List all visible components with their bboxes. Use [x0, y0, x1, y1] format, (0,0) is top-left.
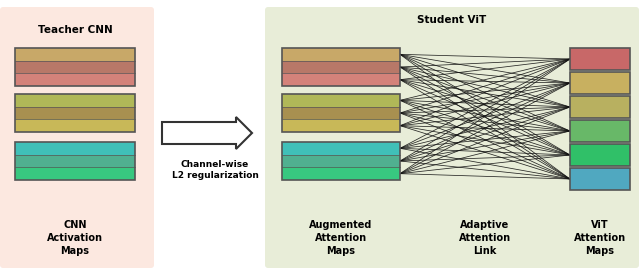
Bar	[15, 142, 135, 155]
Bar	[282, 119, 400, 132]
Bar	[282, 48, 400, 86]
Text: CNN
Activation
Maps: CNN Activation Maps	[47, 220, 103, 256]
Bar	[282, 107, 400, 119]
Bar	[282, 167, 400, 180]
Text: Student ViT: Student ViT	[417, 15, 486, 25]
Bar	[570, 48, 630, 70]
Text: Augmented
Attention
Maps: Augmented Attention Maps	[309, 220, 372, 256]
Bar	[570, 168, 630, 190]
Bar	[15, 142, 135, 180]
Bar	[282, 48, 400, 61]
Bar	[570, 144, 630, 166]
FancyArrow shape	[162, 117, 252, 149]
Bar	[570, 72, 630, 94]
Bar	[15, 73, 135, 86]
Bar	[15, 48, 135, 61]
Bar	[15, 155, 135, 167]
FancyBboxPatch shape	[0, 7, 154, 268]
Bar	[15, 61, 135, 73]
Bar	[15, 119, 135, 132]
Text: Teacher CNN: Teacher CNN	[38, 25, 113, 35]
Bar	[15, 94, 135, 132]
Text: Channel-wise
L2 regularization: Channel-wise L2 regularization	[172, 160, 259, 180]
Text: ViT
Attention
Maps: ViT Attention Maps	[574, 220, 626, 256]
Text: Adaptive
Attention
Link: Adaptive Attention Link	[459, 220, 511, 256]
Bar	[282, 142, 400, 155]
Bar	[15, 107, 135, 119]
Bar	[570, 120, 630, 142]
Bar	[282, 94, 400, 107]
Bar	[15, 94, 135, 107]
Bar	[282, 73, 400, 86]
FancyBboxPatch shape	[265, 7, 639, 268]
Bar	[15, 167, 135, 180]
Bar	[282, 155, 400, 167]
Bar	[570, 96, 630, 118]
Bar	[282, 61, 400, 73]
Bar	[15, 48, 135, 86]
Bar	[282, 142, 400, 180]
Bar	[282, 94, 400, 132]
